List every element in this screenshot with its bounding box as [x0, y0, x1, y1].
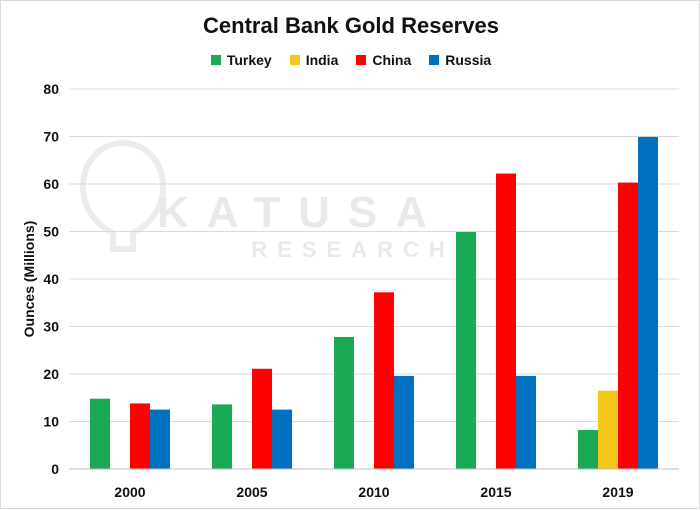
- bar-russia-2000: [150, 409, 170, 469]
- watermark-name: KATUSA: [157, 188, 445, 237]
- bar-turkey-2015: [456, 231, 476, 469]
- y-tick-label: 20: [43, 366, 59, 382]
- y-tick-label: 0: [51, 461, 59, 477]
- bar-russia-2019: [638, 136, 658, 469]
- bar-russia-2010: [394, 375, 414, 469]
- x-tick-label: 2019: [602, 484, 633, 500]
- bar-china-2019: [618, 182, 638, 469]
- y-tick-label: 80: [43, 81, 59, 97]
- legend-swatch: [289, 55, 300, 65]
- bar-china-2000: [130, 403, 150, 469]
- bar-china-2015: [496, 173, 516, 470]
- chart-legend: Turkey India China Russia: [1, 52, 700, 68]
- y-tick-label: 50: [43, 224, 59, 240]
- x-tick-label: 2015: [480, 484, 511, 500]
- watermark-sub: RESEARCH: [251, 237, 454, 262]
- x-tick-label: 2005: [236, 484, 267, 500]
- bar-turkey-2010: [334, 336, 354, 469]
- legend-label: India: [305, 52, 339, 68]
- bar-india-2019: [598, 390, 618, 469]
- y-tick-label: 10: [43, 414, 59, 430]
- bar-china-2005: [252, 368, 272, 469]
- legend-item-turkey: Turkey: [210, 52, 272, 68]
- legend-swatch: [210, 55, 221, 65]
- legend-label: China: [372, 52, 412, 68]
- y-tick-label: 40: [43, 271, 59, 287]
- legend-label: Turkey: [226, 52, 272, 68]
- chart-title: Central Bank Gold Reserves: [203, 13, 499, 38]
- y-tick-label: 30: [43, 319, 59, 335]
- x-tick-label: 2000: [114, 484, 145, 500]
- bar-turkey-2000: [90, 398, 110, 469]
- x-tick-label: 2010: [358, 484, 389, 500]
- legend-item-china: China: [356, 52, 411, 68]
- legend-item-russia: Russia: [429, 52, 491, 68]
- legend-label: Russia: [445, 52, 492, 68]
- lightbulb-icon: [79, 139, 167, 252]
- legend-swatch: [429, 55, 440, 65]
- y-tick-label: 60: [43, 176, 59, 192]
- bar-turkey-2005: [212, 404, 232, 469]
- bar-russia-2005: [272, 409, 292, 469]
- bar-china-2010: [374, 292, 394, 469]
- bar-russia-2015: [516, 375, 536, 469]
- y-tick-label: 70: [43, 129, 59, 145]
- legend-item-india: India: [289, 52, 339, 68]
- legend-swatch: [356, 55, 367, 65]
- bar-turkey-2019: [578, 430, 598, 469]
